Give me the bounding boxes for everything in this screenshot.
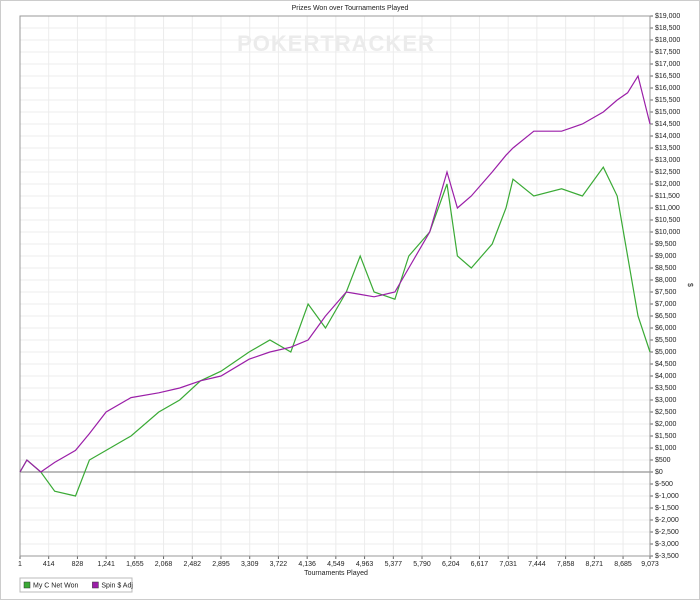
y-tick-label: $9,500 (655, 241, 677, 248)
chart-title: Prizes Won over Tournaments Played (292, 5, 409, 12)
y-tick-label: $19,000 (655, 13, 680, 20)
x-tick-label: 5,377 (385, 561, 403, 568)
y-tick-label: $7,500 (655, 289, 677, 296)
y-tick-label: $7,000 (655, 301, 677, 308)
legend-label: My C Net Won (33, 582, 78, 589)
y-tick-label: $0 (655, 469, 663, 476)
x-tick-label: 8,271 (586, 561, 604, 568)
x-tick-label: 1 (18, 561, 22, 568)
x-tick-label: 5,790 (413, 561, 431, 568)
y-tick-label: $17,500 (655, 49, 680, 56)
x-tick-label: 414 (43, 561, 55, 568)
y-tick-label: $-3,000 (655, 541, 679, 548)
y-tick-label: $18,500 (655, 25, 680, 32)
x-tick-label: 7,031 (499, 561, 517, 568)
y-tick-label: $11,000 (655, 205, 680, 212)
legend-swatch (23, 581, 31, 589)
y-tick-label: $14,000 (655, 133, 680, 140)
y-tick-label: $-500 (655, 481, 673, 488)
y-tick-label: $12,000 (655, 181, 680, 188)
legend-label: Spin $ Adj (101, 582, 133, 589)
x-tick-label: 1,241 (97, 561, 115, 568)
y-tick-label: $1,000 (655, 445, 677, 452)
plot-border (19, 15, 651, 557)
y-tick-label: $2,000 (655, 421, 677, 428)
y-tick-label: $-1,500 (655, 505, 679, 512)
y-tick-label: $500 (655, 457, 671, 464)
y-tick-label: $8,000 (655, 277, 677, 284)
y-tick-label: $4,000 (655, 373, 677, 380)
legend-swatch (92, 581, 99, 589)
y-tick-label: $2,500 (655, 409, 677, 416)
y-tick-label: $6,500 (655, 313, 677, 320)
x-axis-title: Tournaments Played (304, 570, 368, 577)
y-tick-label: $16,000 (655, 85, 680, 92)
y-tick-label: $-3,500 (655, 553, 679, 560)
series-line (19, 166, 651, 497)
x-tick-label: 8,685 (614, 561, 632, 568)
x-tick-label: 6,204 (442, 561, 460, 568)
x-tick-label: 2,895 (212, 561, 230, 568)
y-tick-label: $-2,000 (655, 517, 679, 524)
x-tick-label: 2,068 (155, 561, 173, 568)
x-tick-label: 4,136 (298, 561, 316, 568)
y-tick-label: $3,000 (655, 397, 677, 404)
x-tick-label: 6,617 (471, 561, 489, 568)
series-line (19, 74, 651, 473)
x-tick-label: 4,963 (356, 561, 374, 568)
x-tick-label: 7,444 (528, 561, 546, 568)
y-tick-label: $11,500 (655, 193, 680, 200)
y-tick-label: $-1,000 (655, 493, 679, 500)
y-tick-label: $15,500 (655, 97, 680, 104)
x-tick-label: 7,858 (557, 561, 575, 568)
y-tick-label: $1,500 (655, 433, 677, 440)
y-tick-label: $15,000 (655, 109, 680, 116)
y-tick-label: $4,500 (655, 361, 677, 368)
y-tick-label: $10,000 (655, 229, 680, 236)
y-tick-label: $17,000 (655, 61, 680, 68)
y-tick-label: $3,500 (655, 385, 677, 392)
x-tick-label: 828 (72, 561, 84, 568)
y-tick-label: $14,500 (655, 121, 680, 128)
x-tick-label: 3,722 (270, 561, 288, 568)
y-tick-label: $13,500 (655, 145, 680, 152)
x-tick-label: 9,073 (641, 561, 659, 568)
x-tick-label: 1,655 (126, 561, 144, 568)
x-tick-label: 3,309 (241, 561, 259, 568)
legend (19, 577, 133, 593)
y-tick-label: $13,000 (655, 157, 680, 164)
y-tick-label: $18,000 (655, 37, 680, 44)
y-tick-label: $10,500 (655, 217, 680, 224)
y-tick-label: $12,500 (655, 169, 680, 176)
y-tick-label: $9,000 (655, 253, 677, 260)
x-tick-label: 4,549 (327, 561, 345, 568)
y-tick-label: $5,000 (655, 349, 677, 356)
y-tick-label: $16,500 (655, 73, 680, 80)
y-tick-label: $5,500 (655, 337, 677, 344)
x-tick-label: 2,482 (184, 561, 202, 568)
y-tick-label: $-2,500 (655, 529, 679, 536)
y-tick-label: $8,500 (655, 265, 677, 272)
y-axis-title: $ (686, 283, 693, 287)
y-tick-label: $6,000 (655, 325, 677, 332)
